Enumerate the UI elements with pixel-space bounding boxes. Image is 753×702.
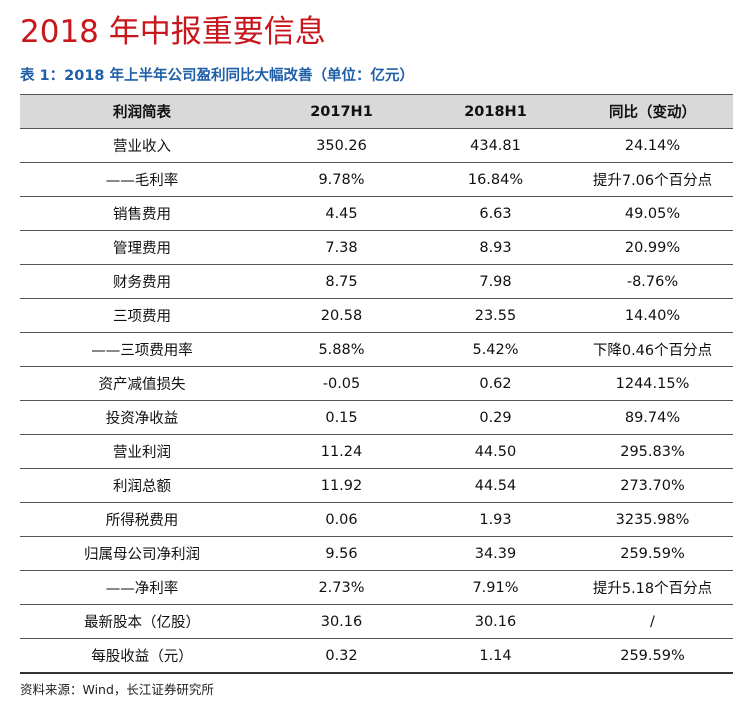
cell-2017h1: -0.05 xyxy=(264,366,419,401)
cell-2018h1: 1.93 xyxy=(419,502,572,537)
cell-yoy: 20.99% xyxy=(572,230,733,265)
cell-2018h1: 44.54 xyxy=(419,468,572,503)
cell-item: 财务费用 xyxy=(20,264,264,299)
table-row: ——毛利率 9.78% 16.84% 提升7.06个百分点 xyxy=(20,162,733,197)
table-row: 投资净收益 0.15 0.29 89.74% xyxy=(20,400,733,435)
header-2018h1: 2018H1 xyxy=(419,94,572,129)
cell-2017h1: 11.92 xyxy=(264,468,419,503)
cell-item: 利润总额 xyxy=(20,468,264,503)
cell-2018h1: 434.81 xyxy=(419,128,572,163)
cell-2017h1: 2.73% xyxy=(264,570,419,605)
table-row: 管理费用 7.38 8.93 20.99% xyxy=(20,230,733,265)
cell-2018h1: 44.50 xyxy=(419,434,572,469)
header-item: 利润简表 xyxy=(20,94,264,129)
table-header-row: 利润简表 2017H1 2018H1 同比（变动） xyxy=(20,94,733,129)
cell-2018h1: 6.63 xyxy=(419,196,572,231)
page-title: 2018 年中报重要信息 xyxy=(20,14,326,50)
profit-summary-table: 利润简表 2017H1 2018H1 同比（变动） 营业收入 350.26 434.… xyxy=(20,94,733,674)
cell-item: 归属母公司净利润 xyxy=(20,536,264,571)
table-row: 所得税费用 0.06 1.93 3235.98% xyxy=(20,502,733,537)
table-caption: 表 1：2018 年上半年公司盈利同比大幅改善（单位：亿元） xyxy=(20,68,415,84)
cell-2018h1: 16.84% xyxy=(419,162,572,197)
cell-item: 三项费用 xyxy=(20,298,264,333)
table-row: 每股收益（元） 0.32 1.14 259.59% xyxy=(20,638,733,674)
cell-2018h1: 30.16 xyxy=(419,604,572,639)
cell-item: 资产减值损失 xyxy=(20,366,264,401)
cell-2018h1: 0.29 xyxy=(419,400,572,435)
cell-2018h1: 34.39 xyxy=(419,536,572,571)
cell-item: 投资净收益 xyxy=(20,400,264,435)
cell-yoy: 3235.98% xyxy=(572,502,733,537)
cell-2018h1: 1.14 xyxy=(419,638,572,674)
cell-item: ——毛利率 xyxy=(20,162,264,197)
cell-2017h1: 11.24 xyxy=(264,434,419,469)
table-row: 财务费用 8.75 7.98 -8.76% xyxy=(20,264,733,299)
table-row: 资产减值损失 -0.05 0.62 1244.15% xyxy=(20,366,733,401)
cell-2017h1: 0.06 xyxy=(264,502,419,537)
cell-item: ——三项费用率 xyxy=(20,332,264,367)
cell-2017h1: 350.26 xyxy=(264,128,419,163)
cell-2018h1: 0.62 xyxy=(419,366,572,401)
cell-2018h1: 5.42% xyxy=(419,332,572,367)
cell-2017h1: 7.38 xyxy=(264,230,419,265)
header-2017h1: 2017H1 xyxy=(264,94,419,129)
cell-yoy: 24.14% xyxy=(572,128,733,163)
cell-2017h1: 9.56 xyxy=(264,536,419,571)
cell-2017h1: 30.16 xyxy=(264,604,419,639)
cell-yoy: 295.83% xyxy=(572,434,733,469)
cell-2017h1: 9.78% xyxy=(264,162,419,197)
table-row: 利润总额 11.92 44.54 273.70% xyxy=(20,468,733,503)
cell-item: ——净利率 xyxy=(20,570,264,605)
cell-yoy: 49.05% xyxy=(572,196,733,231)
cell-2017h1: 0.15 xyxy=(264,400,419,435)
cell-yoy: 259.59% xyxy=(572,536,733,571)
cell-item: 管理费用 xyxy=(20,230,264,265)
cell-yoy: 提升7.06个百分点 xyxy=(572,162,733,197)
cell-yoy: 1244.15% xyxy=(572,366,733,401)
cell-2018h1: 7.98 xyxy=(419,264,572,299)
cell-yoy: 提升5.18个百分点 xyxy=(572,570,733,605)
cell-yoy: / xyxy=(572,604,733,639)
cell-2017h1: 8.75 xyxy=(264,264,419,299)
cell-item: 所得税费用 xyxy=(20,502,264,537)
table-row: 三项费用 20.58 23.55 14.40% xyxy=(20,298,733,333)
header-yoy: 同比（变动） xyxy=(572,94,733,129)
cell-item: 销售费用 xyxy=(20,196,264,231)
table-row: 营业收入 350.26 434.81 24.14% xyxy=(20,128,733,163)
cell-item: 最新股本（亿股） xyxy=(20,604,264,639)
cell-2017h1: 20.58 xyxy=(264,298,419,333)
table-row: 最新股本（亿股） 30.16 30.16/ xyxy=(20,604,733,639)
cell-item: 营业收入 xyxy=(20,128,264,163)
cell-item: 每股收益（元） xyxy=(20,638,264,674)
cell-yoy: 89.74% xyxy=(572,400,733,435)
table-body: 营业收入 350.26 434.81 24.14% ——毛利率 9.78% 16.84% 提升… xyxy=(20,128,733,674)
cell-2018h1: 23.55 xyxy=(419,298,572,333)
cell-2017h1: 5.88% xyxy=(264,332,419,367)
cell-yoy: 下降0.46个百分点 xyxy=(572,332,733,367)
cell-2017h1: 0.32 xyxy=(264,638,419,674)
table-row: 销售费用 4.45 6.63 49.05% xyxy=(20,196,733,231)
cell-item: 营业利润 xyxy=(20,434,264,469)
cell-yoy: 259.59% xyxy=(572,638,733,674)
cell-yoy: -8.76% xyxy=(572,264,733,299)
cell-yoy: 14.40% xyxy=(572,298,733,333)
table-row: 归属母公司净利润 9.56 34.39 259.59% xyxy=(20,536,733,571)
table-row: ——三项费用率 5.88% 5.42% 下降0.46个百分点 xyxy=(20,332,733,367)
source-note: 资料来源：Wind，长江证券研究所 xyxy=(20,682,214,697)
cell-2017h1: 4.45 xyxy=(264,196,419,231)
cell-2018h1: 8.93 xyxy=(419,230,572,265)
table-row: ——净利率 2.73% 7.91% 提升5.18个百分点 xyxy=(20,570,733,605)
cell-2018h1: 7.91% xyxy=(419,570,572,605)
cell-yoy: 273.70% xyxy=(572,468,733,503)
table-row: 营业利润 11.24 44.50 295.83% xyxy=(20,434,733,469)
